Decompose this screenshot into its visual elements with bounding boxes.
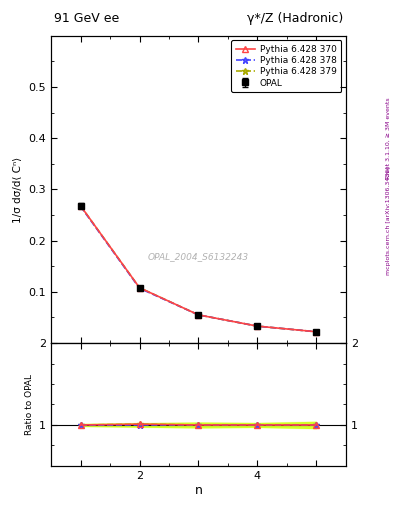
Line: Pythia 6.428 378: Pythia 6.428 378 [77,203,320,335]
Text: 91 GeV ee: 91 GeV ee [54,12,119,25]
Legend: Pythia 6.428 370, Pythia 6.428 378, Pythia 6.428 379, OPAL: Pythia 6.428 370, Pythia 6.428 378, Pyth… [231,40,342,92]
Pythia 6.428 378 [255,323,260,329]
Y-axis label: Ratio to OPAL: Ratio to OPAL [24,374,33,435]
Pythia 6.428 378 [137,285,142,291]
Text: mcplots.cern.ch [arXiv:1306.3436]: mcplots.cern.ch [arXiv:1306.3436] [386,166,391,274]
Pythia 6.428 379 [255,323,260,329]
Pythia 6.428 378 [196,312,201,318]
Text: γ*/Z (Hadronic): γ*/Z (Hadronic) [247,12,343,25]
Pythia 6.428 370 [78,203,83,209]
Pythia 6.428 379 [196,312,201,318]
Pythia 6.428 370 [255,323,260,329]
X-axis label: n: n [195,483,202,497]
Text: OPAL_2004_S6132243: OPAL_2004_S6132243 [148,252,249,262]
Text: Rivet 3.1.10, ≥ 3M events: Rivet 3.1.10, ≥ 3M events [386,97,391,179]
Y-axis label: 1/σ dσ/d⟨ Cⁿ⟩: 1/σ dσ/d⟨ Cⁿ⟩ [13,156,23,223]
Pythia 6.428 370 [314,329,319,335]
Line: Pythia 6.428 379: Pythia 6.428 379 [77,202,320,335]
Line: Pythia 6.428 370: Pythia 6.428 370 [77,202,320,335]
Pythia 6.428 370 [196,312,201,318]
Pythia 6.428 370 [137,285,142,291]
Pythia 6.428 379 [137,285,142,291]
Pythia 6.428 378 [78,203,83,209]
Pythia 6.428 378 [314,329,319,335]
Pythia 6.428 379 [314,329,319,335]
Pythia 6.428 379 [78,203,83,209]
